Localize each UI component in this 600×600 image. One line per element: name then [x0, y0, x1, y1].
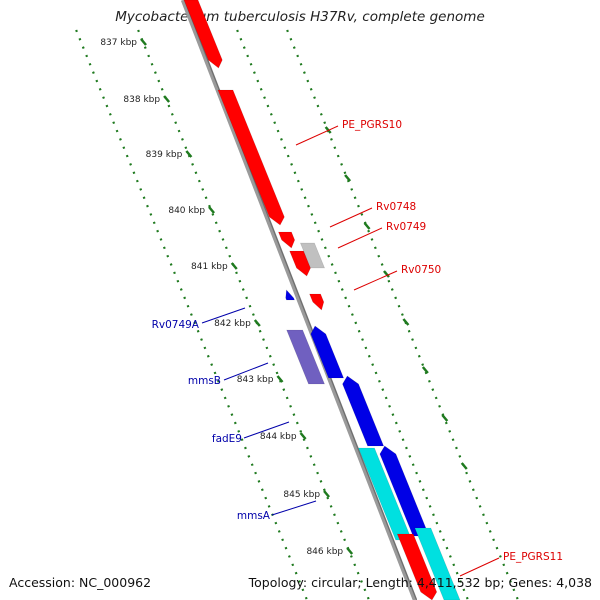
gene-block: [289, 250, 311, 277]
ruler-label: 842 kbp: [214, 319, 251, 329]
gene-label-leader: [271, 500, 317, 516]
inner-guide-left: [75, 29, 309, 600]
outer-guide-right: [236, 29, 470, 600]
ruler-label: 840 kbp: [168, 206, 205, 216]
gene-label: Rv0750: [401, 264, 441, 276]
gene-label-leader: [337, 227, 383, 249]
ruler-tick: [208, 206, 216, 214]
guide-tick: [383, 270, 390, 278]
ruler-label: 846 kbp: [306, 547, 343, 557]
gene-label: PE_PGRS10: [342, 119, 402, 131]
gene-block: [299, 242, 325, 269]
gene-label: Rv0749: [386, 221, 426, 233]
accession-text: Accession: NC_000962: [9, 575, 152, 590]
gene-block: [310, 325, 345, 379]
genome-backbone: [180, 0, 418, 600]
gene-label: mmsB: [188, 375, 221, 387]
ruler-tick: [163, 95, 171, 103]
gene-label-leader: [459, 557, 500, 577]
gene-label: PE_PGRS11: [503, 551, 563, 563]
map-title: Mycobacterium tuberculosis H37Rv, comple…: [115, 9, 485, 25]
gene-label: mmsA: [237, 510, 271, 522]
gene-label-leader: [243, 421, 290, 439]
ruler-label: 845 kbp: [283, 490, 320, 500]
ruler-tick: [346, 547, 354, 555]
inner-guide-right: [286, 29, 520, 600]
guide-tick: [421, 366, 429, 374]
ruler-tick: [299, 432, 307, 440]
guide-tick: [363, 222, 371, 230]
guide-tick: [402, 318, 410, 326]
outer-guide-left: [137, 29, 371, 600]
gene-label-leader: [223, 362, 269, 381]
ruler-label: 838 kbp: [123, 95, 160, 105]
guide-tick: [441, 414, 449, 422]
gene-block: [414, 527, 461, 600]
ruler-label: 837 kbp: [100, 38, 137, 48]
gene-block: [396, 533, 438, 600]
gene-label-leader: [295, 125, 339, 146]
ruler-tick: [185, 150, 193, 158]
ruler-tick: [230, 262, 238, 270]
gene-label-leader: [353, 270, 398, 291]
ruler-label: 839 kbp: [146, 150, 183, 160]
guide-tick: [344, 174, 352, 182]
ruler-label: 841 kbp: [191, 262, 228, 272]
gene-block: [342, 375, 385, 447]
gene-label-leader: [329, 207, 373, 228]
gene-block: [286, 329, 325, 385]
gene-label-leader: [201, 307, 246, 324]
gene-block: [278, 231, 296, 249]
gene-block: [309, 293, 325, 311]
ruler-tick: [140, 38, 147, 46]
ruler-tick: [253, 319, 261, 327]
gene-block: [217, 89, 285, 226]
ruler-tick: [276, 375, 284, 383]
gene-block: [285, 289, 295, 301]
ruler-tick: [323, 490, 331, 498]
ruler-label: 843 kbp: [237, 375, 274, 385]
ruler-label: 844 kbp: [260, 432, 297, 442]
guide-tick: [460, 462, 468, 470]
gene-label: fadE9: [212, 433, 242, 445]
topology-text: Topology: circular; Length: 4,411,532 bp…: [248, 575, 592, 590]
gene-label: Rv0748: [376, 201, 416, 213]
gene-block: [183, 0, 223, 69]
gene-label: Rv0749A: [152, 319, 200, 331]
